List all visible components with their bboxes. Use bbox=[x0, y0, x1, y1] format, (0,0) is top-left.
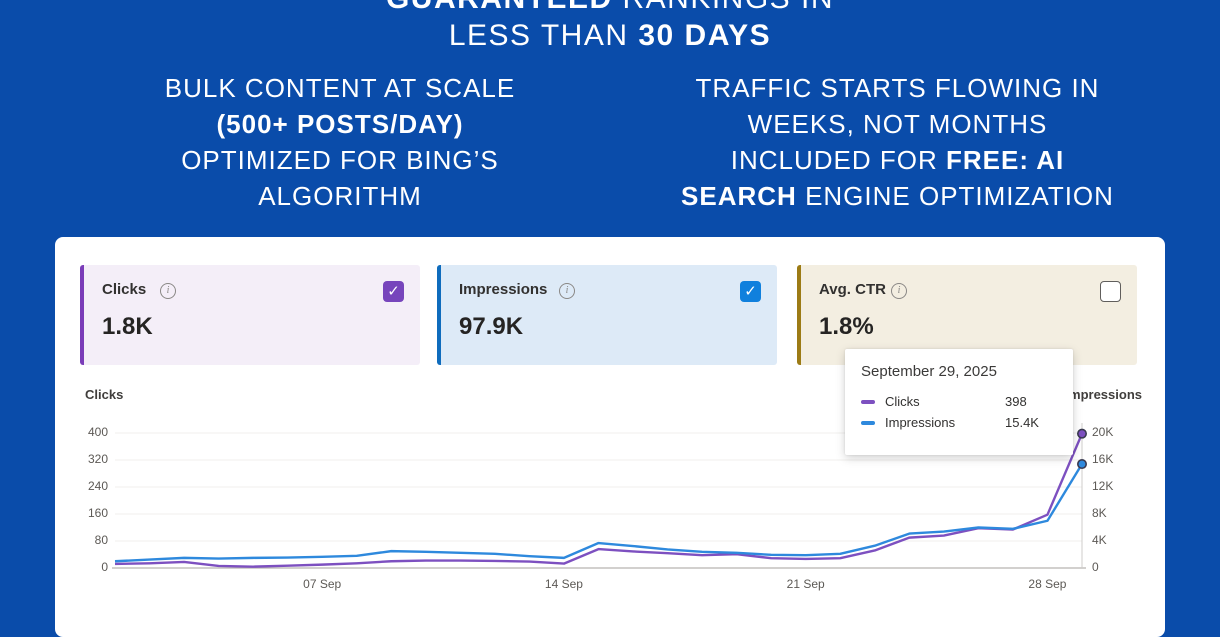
right-axis-title: Impressions bbox=[1065, 387, 1142, 402]
headline: GUARANTEED RANKINGS IN LESS THAN 30 DAYS bbox=[0, 0, 1220, 54]
traffic-chart[interactable]: Clicks Impressions 400 320 240 160 80 0 20K 16K… bbox=[55, 237, 1165, 637]
left-benefit-line-2: (500+ POSTS/DAY) bbox=[216, 109, 464, 139]
info-icon[interactable]: i bbox=[160, 283, 176, 299]
left-benefit-line-1: BULK CONTENT AT SCALE bbox=[164, 73, 516, 103]
impressions-card-label: Impressions bbox=[459, 281, 548, 298]
chart-tooltip: September 29, 2025 Clicks 398 Impression… bbox=[845, 349, 1073, 455]
left-benefit-line-3: OPTIMIZED FOR BING’S bbox=[181, 145, 499, 175]
avg-ctr-metric-card[interactable]: Avg. CTR i 1.8% bbox=[797, 265, 1137, 365]
left-axis-tick: 320 bbox=[87, 452, 108, 466]
clicks-checkbox[interactable]: ✓ bbox=[383, 281, 404, 302]
impressions-checkbox[interactable]: ✓ bbox=[740, 281, 761, 302]
clicks-metric-card[interactable]: Clicks i 1.8K ✓ bbox=[80, 265, 420, 365]
tooltip-row-impressions: Impressions 15.4K bbox=[861, 415, 1057, 430]
impressions-card-value: 97.9K bbox=[459, 313, 524, 340]
right-benefit-line-3: INCLUDED FOR FREE: AI bbox=[730, 145, 1065, 175]
info-icon[interactable]: i bbox=[559, 283, 575, 299]
clicks-series-swatch bbox=[861, 399, 875, 404]
right-benefit-text: TRAFFIC STARTS FLOWING IN WEEKS, NOT MON… bbox=[610, 70, 1185, 214]
avg-ctr-accent-bar bbox=[797, 265, 801, 365]
clicks-card-label: Clicks bbox=[102, 281, 147, 298]
left-axis-tick: 160 bbox=[87, 506, 108, 520]
headline-line-2: LESS THAN 30 DAYS bbox=[0, 17, 1220, 54]
x-axis-tick: 28 Sep bbox=[1028, 577, 1067, 591]
left-axis-title: Clicks bbox=[85, 387, 124, 402]
impressions-series-swatch bbox=[861, 420, 875, 425]
tooltip-date: September 29, 2025 bbox=[861, 363, 997, 380]
headline-line-1: GUARANTEED RANKINGS IN bbox=[0, 0, 1220, 17]
analytics-panel: Clicks i 1.8K ✓ Impressions i 97.9K ✓ Av… bbox=[55, 237, 1165, 637]
left-axis-tick: 240 bbox=[87, 479, 108, 493]
left-benefit-line-4: ALGORITHM bbox=[258, 181, 422, 211]
right-axis-tick: 20K bbox=[1092, 425, 1114, 439]
right-axis-tick: 8K bbox=[1092, 506, 1107, 520]
right-axis-tick: 4K bbox=[1092, 533, 1107, 547]
right-axis-tick: 12K bbox=[1092, 479, 1114, 493]
right-benefit-line-4: SEARCH ENGINE OPTIMIZATION bbox=[681, 181, 1114, 211]
avg-ctr-card-label: Avg. CTR bbox=[819, 281, 886, 298]
left-benefit-text: BULK CONTENT AT SCALE (500+ POSTS/DAY) O… bbox=[85, 70, 595, 214]
impressions-metric-card[interactable]: Impressions i 97.9K ✓ bbox=[437, 265, 777, 365]
left-axis-tick: 0 bbox=[101, 560, 108, 574]
x-axis-tick: 21 Sep bbox=[786, 577, 825, 591]
x-axis-tick: 14 Sep bbox=[544, 577, 583, 591]
right-benefit-line-2: WEEKS, NOT MONTHS bbox=[747, 109, 1048, 139]
headline-pre-2: LESS THAN bbox=[448, 19, 639, 52]
clicks-accent-bar bbox=[80, 265, 84, 365]
right-axis-tick: 0 bbox=[1092, 560, 1099, 574]
right-axis-tick: 16K bbox=[1092, 452, 1114, 466]
tooltip-row-clicks: Clicks 398 bbox=[861, 394, 1057, 409]
info-icon[interactable]: i bbox=[891, 283, 907, 299]
left-axis-tick: 80 bbox=[94, 533, 108, 547]
chart-canvas[interactable] bbox=[55, 237, 1165, 637]
avg-ctr-card-value: 1.8% bbox=[819, 313, 874, 340]
x-axis-tick: 07 Sep bbox=[303, 577, 342, 591]
headline-bold-30days: 30 DAYS bbox=[638, 19, 772, 52]
metric-cards: Clicks i 1.8K ✓ Impressions i 97.9K ✓ Av… bbox=[55, 237, 1165, 377]
clicks-card-value: 1.8K bbox=[102, 313, 153, 340]
headline-rest-1: RANKINGS IN bbox=[613, 0, 834, 15]
impressions-accent-bar bbox=[437, 265, 441, 365]
avg-ctr-checkbox[interactable] bbox=[1100, 281, 1121, 302]
left-axis-tick: 400 bbox=[87, 425, 108, 439]
right-benefit-line-1: TRAFFIC STARTS FLOWING IN bbox=[695, 73, 1100, 103]
headline-bold-guaranteed: GUARANTEED bbox=[386, 0, 613, 15]
